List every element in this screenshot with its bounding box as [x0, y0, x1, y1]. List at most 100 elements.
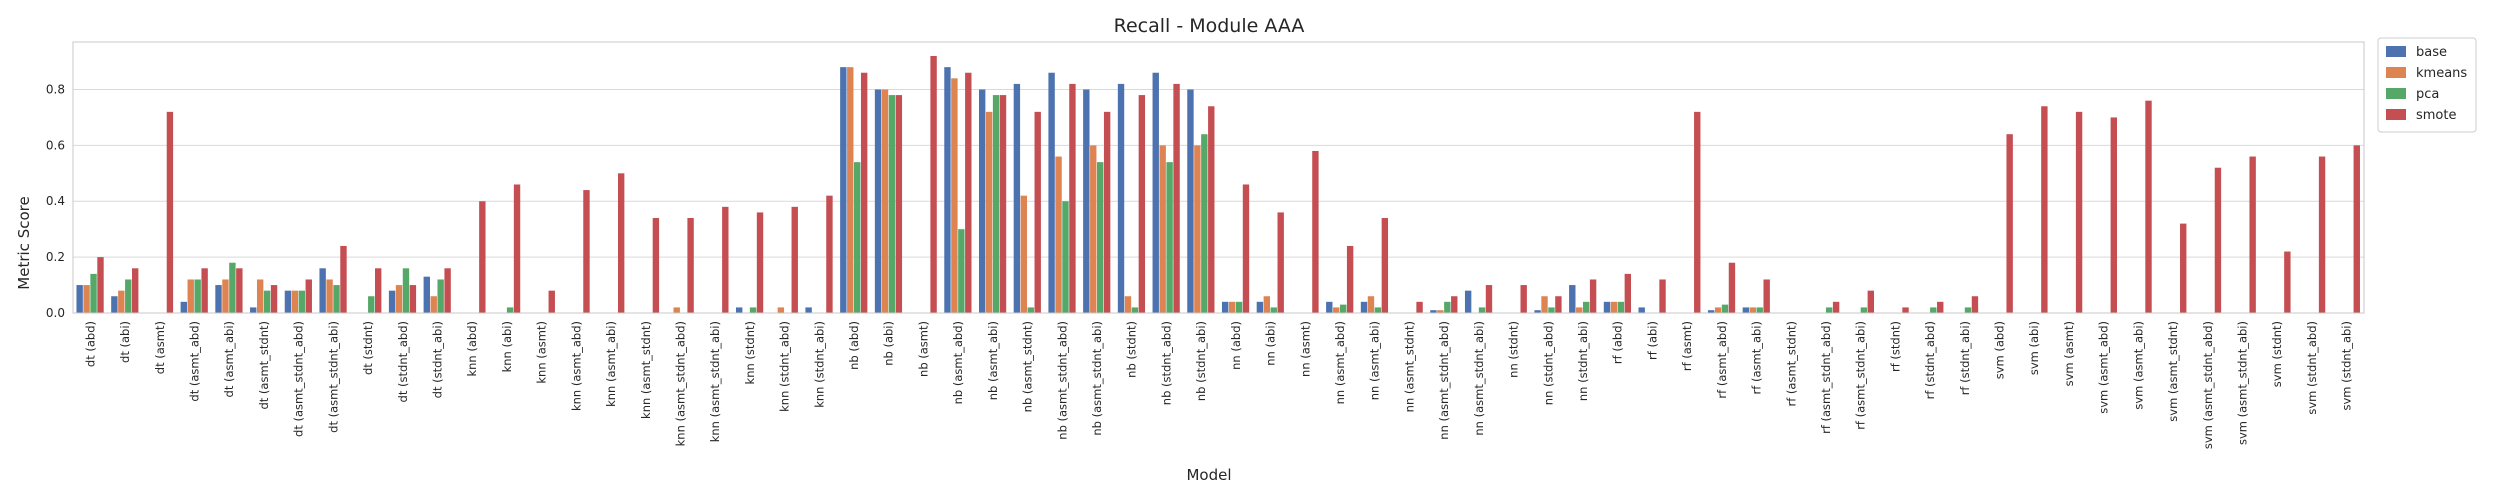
bar-kmeans [951, 78, 958, 314]
x-tick-label: nb (abi) [882, 321, 896, 366]
x-tick-label: rf (asmt) [1680, 321, 1694, 371]
bar-pca [1721, 304, 1729, 313]
x-tick-label: svm (asmt_abd) [2097, 321, 2111, 414]
bar-base [215, 285, 222, 313]
bar-smote [1138, 95, 1146, 313]
bar-smote [97, 257, 104, 313]
x-tick-label: dt (asmt_abd) [187, 321, 201, 402]
bar-smote [999, 95, 1007, 313]
bar-kmeans [1194, 145, 1201, 313]
bar-smote [756, 212, 764, 313]
bar-smote [2180, 223, 2187, 313]
bar-kmeans [1228, 301, 1236, 313]
bar-base [76, 285, 83, 313]
bar-smote [826, 195, 833, 313]
bar-smote [1208, 106, 1215, 314]
bar-pca [125, 279, 132, 313]
bar-kmeans [1124, 296, 1132, 313]
bar-smote [2145, 100, 2152, 313]
bar-smote [687, 218, 694, 313]
bar-kmeans [1159, 145, 1166, 313]
bar-base [1464, 290, 1472, 313]
bar-kmeans [1333, 307, 1340, 313]
bar-base [284, 290, 292, 313]
bar-smote [1624, 273, 1632, 313]
bar-base [1638, 307, 1645, 313]
x-axis-label: Model [1186, 466, 1231, 484]
bar-base [1187, 89, 1194, 313]
bar-smote [1034, 111, 1041, 313]
bar-smote [1103, 111, 1111, 313]
bar-smote [2284, 251, 2291, 313]
bar-kmeans [256, 279, 264, 313]
bar-base [736, 307, 743, 313]
x-tick-label: nn (abi) [1264, 321, 1278, 366]
bar-smote [860, 72, 868, 313]
bar-base [1603, 301, 1611, 313]
x-tick-label: nn (stdnt) [1507, 321, 1521, 378]
bar-kmeans [326, 279, 333, 313]
legend-label-smote: smote [2416, 108, 2457, 123]
bar-pca [1339, 304, 1347, 313]
bar-smote [1971, 296, 1979, 313]
y-axis-ticks: 0.0 0.2 0.4 0.6 0.8 [46, 82, 65, 320]
x-tick-label: rf (asmt_stdnt_abd) [1819, 321, 1833, 434]
bar-smote [2214, 167, 2222, 313]
bar-kmeans [1367, 296, 1375, 313]
y-tick-label: 0.0 [46, 306, 65, 320]
bar-base [1326, 301, 1333, 313]
bar-kmeans [1541, 296, 1548, 313]
bar-smote [2353, 145, 2360, 313]
bar-base [944, 67, 951, 313]
bar-base [180, 301, 187, 313]
bar-pca [1756, 307, 1763, 313]
x-tick-label: rf (stdnt_abd) [1923, 321, 1937, 399]
x-tick-label: svm (asmt) [2062, 321, 2076, 386]
bar-smote [895, 95, 903, 313]
x-tick-label: dt (stdnt) [361, 321, 375, 375]
bar-base [978, 89, 986, 313]
bar-base [1083, 89, 1090, 313]
bar-kmeans [430, 296, 437, 313]
bar-smote [1277, 212, 1284, 313]
x-tick-label: knn (abi) [500, 321, 514, 372]
x-tick-label: rf (abi) [1645, 321, 1659, 360]
bar-smote [1416, 301, 1423, 313]
bar-smote [2006, 134, 2013, 313]
bar-smote [1069, 83, 1076, 313]
bar-kmeans [673, 307, 680, 313]
bar-pca [1825, 307, 1833, 313]
bar-kmeans [881, 89, 889, 313]
x-tick-label: knn (abd) [465, 321, 479, 377]
y-tick-label: 0.2 [46, 250, 65, 264]
bar-kmeans [1749, 307, 1756, 313]
x-tick-label: dt (abd) [83, 321, 97, 367]
bar-smote [270, 285, 278, 313]
x-tick-label: knn (asmt_stdnt_abi) [708, 321, 722, 442]
x-tick-label: nn (asmt) [1298, 321, 1312, 377]
bar-smote [930, 55, 937, 314]
x-tick-label: svm (asmt_abi) [2131, 321, 2145, 410]
bar-pca [888, 95, 896, 313]
bar-kmeans [847, 67, 854, 313]
legend-swatch-pca [2386, 88, 2406, 99]
bar-smote [444, 268, 451, 313]
x-tick-label: rf (abd) [1611, 321, 1625, 364]
x-tick-label: nb (asmt_stdnt) [1021, 321, 1035, 412]
bar-base [1048, 72, 1055, 313]
x-tick-label: rf (asmt_stdnt_abi) [1854, 321, 1868, 430]
x-tick-label: rf (asmt_abi) [1750, 321, 1764, 394]
legend-items: base kmeans pca smote [2386, 45, 2467, 123]
bar-pca [229, 262, 236, 313]
bar-pca [1617, 301, 1625, 313]
bar-smote [513, 184, 521, 313]
bar-kmeans [1437, 310, 1444, 313]
x-tick-label: rf (stdnt_abi) [1958, 321, 1972, 395]
x-tick-label: dt (stdnt_abd) [396, 321, 410, 402]
legend-swatch-smote [2386, 109, 2406, 120]
bar-kmeans [1714, 307, 1722, 313]
legend-swatch-base [2386, 46, 2406, 57]
bar-smote [791, 206, 798, 313]
bar-pca [1270, 307, 1277, 313]
plot-area-frame [72, 41, 2365, 314]
